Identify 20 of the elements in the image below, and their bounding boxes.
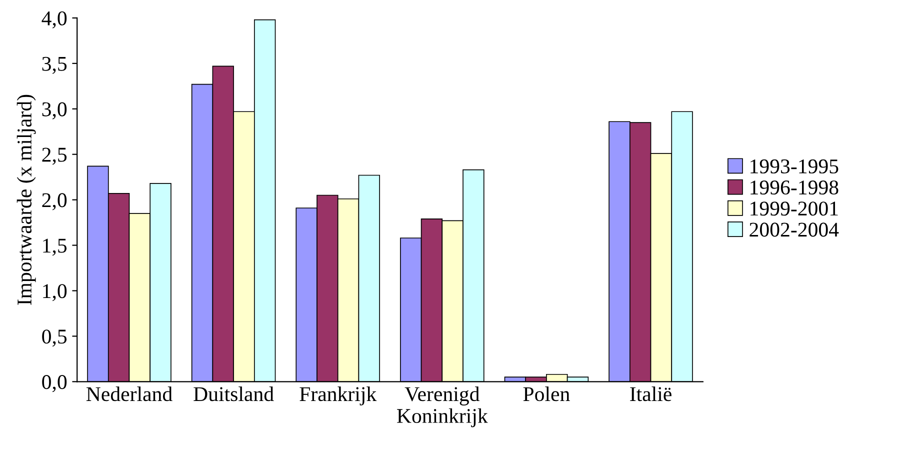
- x-tick-label: Italië: [630, 386, 672, 402]
- legend-label: 1999-2001: [750, 202, 838, 216]
- y-tick-label: 3,0: [42, 102, 67, 120]
- y-tick-label: 2,0: [42, 193, 67, 210]
- legend-label: 1993-1995: [750, 159, 838, 174]
- y-tick-label: 3,5: [42, 56, 67, 74]
- y-tick-label: 1,0: [43, 284, 67, 302]
- legend-label: 1996-1998: [750, 180, 838, 195]
- legend-label: 2002-2004: [750, 222, 839, 237]
- x-tick-label: Duitsland: [194, 386, 274, 402]
- y-tick-label: 4,0: [42, 11, 67, 28]
- y-tick-label: 2,5: [42, 148, 67, 165]
- y-tick-label: 0,0: [42, 375, 67, 392]
- x-tick-label: Polen: [523, 386, 570, 402]
- x-tick-label: Frankrijk: [300, 386, 377, 406]
- x-tick-label: Verenigd Koninkrijk: [397, 386, 488, 428]
- y-tick-label: 1,5: [43, 238, 67, 256]
- y-axis-title: Importwaarde (x miljard): [16, 94, 36, 305]
- y-tick-label: 0,5: [42, 330, 67, 347]
- x-tick-label: Nederland: [86, 386, 172, 402]
